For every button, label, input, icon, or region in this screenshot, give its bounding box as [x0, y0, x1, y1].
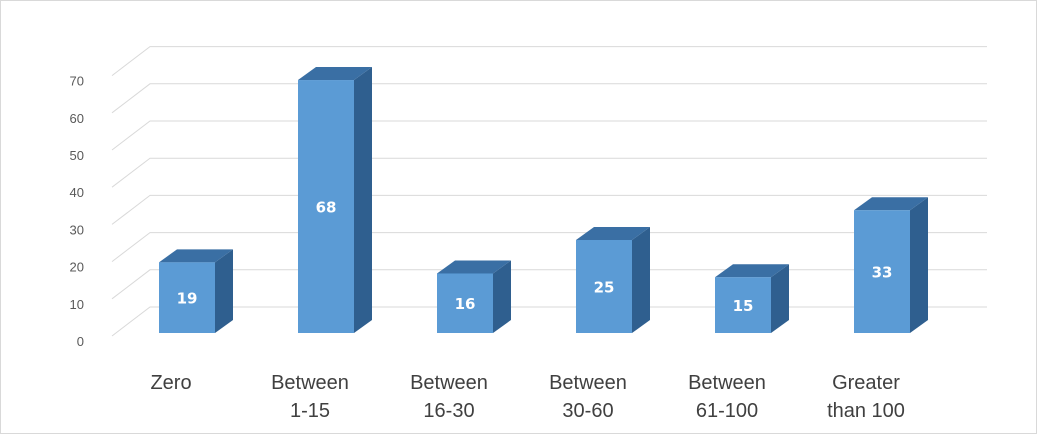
y-tick-label: 10 — [70, 297, 84, 312]
y-axis-ticks: 0 10 20 30 40 50 60 70 — [70, 74, 84, 349]
gridlines — [111, 46, 987, 337]
bar-side — [354, 67, 372, 333]
bar — [437, 260, 511, 333]
data-label: 33 — [872, 264, 893, 282]
bar-front — [159, 262, 215, 333]
gridline — [111, 232, 987, 262]
x-axis-categories: Zero Between 1-15 Between 16-30 Between 30-60 B… — [150, 372, 904, 422]
y-tick-label: 20 — [70, 260, 84, 275]
x-category-label: Between 30-60 — [549, 372, 627, 422]
bar-front — [576, 240, 632, 333]
x-category-label: Between 1-15 — [271, 372, 349, 422]
bar-top — [854, 197, 928, 211]
bar-front — [854, 210, 910, 333]
x-category-label: Between 61-100 — [688, 372, 766, 422]
bar-side — [632, 227, 650, 333]
gridline — [111, 194, 987, 225]
bar-side — [215, 249, 233, 333]
y-tick-label: 40 — [70, 185, 84, 200]
x-category-label: Greater than 100 — [827, 372, 905, 422]
gridline — [111, 269, 987, 300]
gridline — [111, 46, 987, 76]
x-category-label: Zero — [150, 372, 191, 394]
bar-top — [159, 249, 233, 263]
data-label: 25 — [594, 279, 615, 297]
bar-side — [910, 197, 928, 333]
gridline — [111, 83, 987, 114]
gridline — [111, 120, 987, 151]
bar-top — [576, 227, 650, 240]
data-label: 15 — [733, 297, 754, 315]
y-tick-label: 30 — [70, 222, 84, 237]
data-labels: 19 68 16 25 15 33 — [177, 199, 893, 316]
y-tick-label: 50 — [70, 148, 84, 163]
bar — [854, 197, 928, 333]
data-label: 16 — [455, 295, 476, 313]
data-label: 19 — [177, 290, 198, 308]
bar-top — [437, 260, 511, 274]
bar-top — [298, 67, 372, 81]
x-category-label: Between 16-30 — [410, 372, 488, 422]
y-tick-label: 0 — [77, 334, 84, 349]
y-tick-label: 70 — [70, 74, 84, 89]
data-label: 68 — [316, 199, 337, 217]
bar-side — [493, 260, 511, 333]
bar — [298, 67, 372, 333]
bar — [576, 227, 650, 333]
bar-side — [771, 264, 789, 333]
bar-front — [298, 80, 354, 333]
gridline — [111, 306, 987, 337]
bar-front — [715, 277, 771, 333]
bar — [159, 249, 233, 333]
gridline — [111, 157, 987, 188]
bar-front — [437, 273, 493, 333]
bar — [715, 264, 789, 333]
bar-top — [715, 264, 789, 278]
bars — [159, 67, 928, 333]
y-tick-label: 60 — [70, 111, 84, 126]
